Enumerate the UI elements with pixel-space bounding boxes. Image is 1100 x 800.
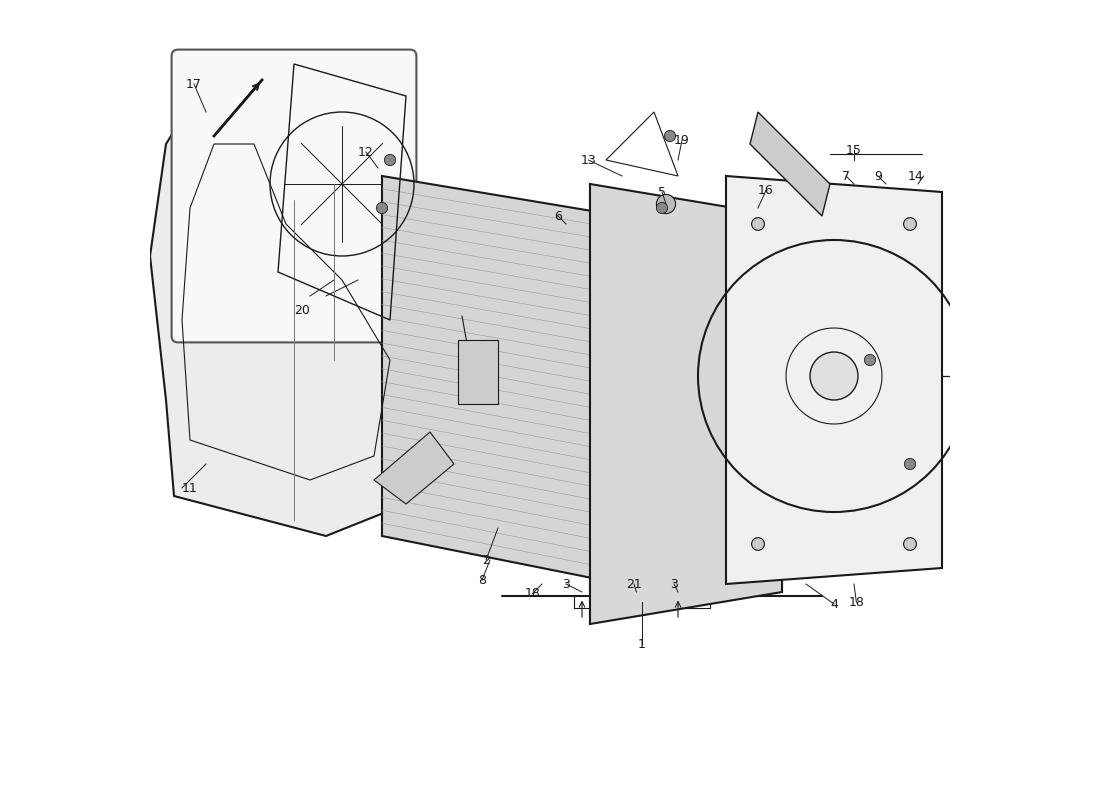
Text: 3: 3 — [670, 578, 678, 590]
Text: 3: 3 — [562, 578, 570, 590]
Circle shape — [810, 352, 858, 400]
Text: 14: 14 — [908, 170, 924, 182]
Polygon shape — [382, 176, 622, 584]
Text: 18: 18 — [525, 587, 540, 600]
Circle shape — [751, 538, 764, 550]
Text: es: es — [666, 270, 882, 450]
Text: 12: 12 — [359, 146, 374, 158]
Text: 21: 21 — [626, 578, 642, 590]
Text: 20: 20 — [294, 304, 310, 317]
Text: 8: 8 — [478, 574, 486, 586]
Text: 1985: 1985 — [720, 414, 891, 498]
Text: 11: 11 — [182, 482, 198, 494]
Text: 13: 13 — [581, 154, 596, 166]
FancyBboxPatch shape — [172, 50, 417, 342]
Polygon shape — [590, 184, 782, 624]
Text: 7: 7 — [842, 170, 850, 182]
Text: 1: 1 — [638, 638, 646, 650]
Polygon shape — [726, 176, 942, 584]
Text: 9: 9 — [874, 170, 882, 182]
Text: 19: 19 — [674, 134, 690, 146]
Bar — [458, 340, 498, 404]
Circle shape — [904, 458, 915, 470]
Text: 5: 5 — [658, 186, 666, 198]
Circle shape — [751, 218, 764, 230]
Circle shape — [903, 218, 916, 230]
Circle shape — [664, 130, 675, 142]
Circle shape — [657, 194, 675, 214]
Circle shape — [384, 154, 396, 166]
Circle shape — [657, 202, 668, 214]
Text: 16: 16 — [758, 184, 774, 197]
Polygon shape — [750, 112, 830, 216]
Circle shape — [903, 538, 916, 550]
Polygon shape — [150, 80, 454, 536]
Text: 18: 18 — [848, 596, 865, 609]
Text: 17: 17 — [186, 78, 202, 90]
Polygon shape — [374, 432, 454, 504]
Text: 6: 6 — [554, 210, 562, 222]
Circle shape — [865, 354, 876, 366]
Circle shape — [376, 202, 387, 214]
Text: 4: 4 — [830, 598, 838, 610]
Text: 15: 15 — [846, 144, 862, 157]
Text: 2: 2 — [482, 554, 490, 566]
